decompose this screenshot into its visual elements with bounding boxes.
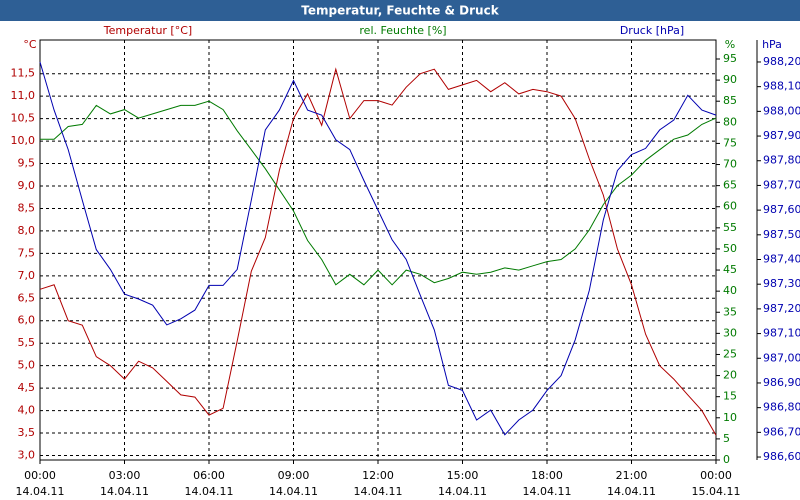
- y3-tick-label: 987,20: [763, 302, 800, 315]
- x-tick-date: 14.04.11: [269, 485, 318, 498]
- y2-tick-label: 80: [723, 115, 737, 128]
- y3-axis-unit: hPa: [762, 38, 782, 51]
- legend-label: rel. Feuchte [%]: [359, 24, 446, 37]
- y3-tick-label: 986,80: [763, 401, 800, 414]
- title-bar: [0, 0, 800, 21]
- y-tick-label: 8,5: [18, 201, 36, 214]
- y2-tick-label: 10: [723, 411, 737, 424]
- y-tick-label: 11,5: [11, 67, 36, 80]
- y2-tick-label: 20: [723, 369, 737, 382]
- y3-tick-label: 987,40: [763, 253, 800, 266]
- y2-tick-label: 85: [723, 94, 737, 107]
- y3-tick-label: 987,60: [763, 203, 800, 216]
- y-tick-label: 3,5: [18, 426, 36, 439]
- y3-tick-label: 986,60: [763, 450, 800, 463]
- y2-tick-label: 55: [723, 221, 737, 234]
- y2-tick-label: 75: [723, 136, 737, 149]
- y2-tick-label: 95: [723, 52, 737, 65]
- legend-label: Temperatur [°C]: [103, 24, 192, 37]
- x-tick-date: 15.04.11: [692, 485, 741, 498]
- y-tick-label: 5,5: [18, 336, 36, 349]
- x-tick-date: 14.04.11: [16, 485, 65, 498]
- x-tick-date: 14.04.11: [185, 485, 234, 498]
- y-tick-label: 9,0: [18, 179, 36, 192]
- y-tick-label: 10,0: [11, 134, 36, 147]
- y3-tick-label: 986,70: [763, 425, 800, 438]
- y3-tick-label: 988,20: [763, 55, 800, 68]
- y3-tick-label: 988,00: [763, 104, 800, 117]
- series-line: [39, 61, 717, 436]
- y2-tick-label: 5: [723, 432, 730, 445]
- y3-tick-label: 987,90: [763, 129, 800, 142]
- x-tick-label: 21:00: [616, 469, 648, 482]
- x-tick-label: 00:00: [700, 469, 732, 482]
- y3-tick-label: 987,10: [763, 327, 800, 340]
- y3-tick-label: 987,80: [763, 154, 800, 167]
- x-tick-label: 15:00: [447, 469, 479, 482]
- x-tick-date: 14.04.11: [607, 485, 656, 498]
- y-axis-unit: °C: [23, 38, 37, 51]
- y-tick-label: 4,5: [18, 381, 36, 394]
- x-tick-label: 09:00: [278, 469, 310, 482]
- y2-axis-unit: %: [725, 38, 735, 51]
- x-tick-label: 18:00: [531, 469, 563, 482]
- y3-tick-label: 987,30: [763, 277, 800, 290]
- y-tick-label: 6,5: [18, 291, 36, 304]
- y-tick-label: 3,0: [18, 449, 36, 462]
- y3-tick-label: 987,50: [763, 228, 800, 241]
- y3-tick-label: 986,90: [763, 376, 800, 389]
- x-tick-label: 00:00: [24, 469, 56, 482]
- x-tick-label: 03:00: [109, 469, 141, 482]
- x-tick-date: 14.04.11: [354, 485, 403, 498]
- y2-tick-label: 70: [723, 158, 737, 171]
- y3-tick-label: 987,70: [763, 178, 800, 191]
- y2-tick-label: 15: [723, 390, 737, 403]
- y-tick-label: 10,5: [11, 112, 36, 125]
- x-tick-label: 12:00: [362, 469, 394, 482]
- y-tick-label: 7,5: [18, 246, 36, 259]
- y-tick-label: 11,0: [11, 89, 36, 102]
- y-tick-label: 9,5: [18, 157, 36, 170]
- y-tick-label: 7,0: [18, 269, 36, 282]
- chart-title: Temperatur, Feuchte & Druck: [301, 4, 499, 18]
- y2-tick-label: 30: [723, 326, 737, 339]
- y2-tick-label: 50: [723, 242, 737, 255]
- y3-tick-label: 988,10: [763, 80, 800, 93]
- legend-label: Druck [hPa]: [620, 24, 684, 37]
- plot-border: [39, 39, 717, 461]
- y3-tick-label: 987,00: [763, 351, 800, 364]
- y-tick-label: 4,0: [18, 404, 36, 417]
- y2-tick-label: 60: [723, 200, 737, 213]
- y2-tick-label: 90: [723, 73, 737, 86]
- series-line: [39, 67, 717, 436]
- series-line: [40, 100, 717, 286]
- y-tick-label: 6,0: [18, 314, 36, 327]
- x-tick-date: 14.04.11: [523, 485, 572, 498]
- y2-tick-label: 40: [723, 284, 737, 297]
- x-tick-date: 14.04.11: [100, 485, 149, 498]
- y2-tick-label: 25: [723, 347, 737, 360]
- y2-tick-label: 35: [723, 305, 737, 318]
- y2-tick-label: 45: [723, 263, 737, 276]
- x-tick-date: 14.04.11: [438, 485, 487, 498]
- y-tick-label: 5,0: [18, 359, 36, 372]
- y2-tick-label: 0: [723, 453, 730, 466]
- x-tick-label: 06:00: [193, 469, 225, 482]
- y2-tick-label: 65: [723, 179, 737, 192]
- y-tick-label: 8,0: [18, 224, 36, 237]
